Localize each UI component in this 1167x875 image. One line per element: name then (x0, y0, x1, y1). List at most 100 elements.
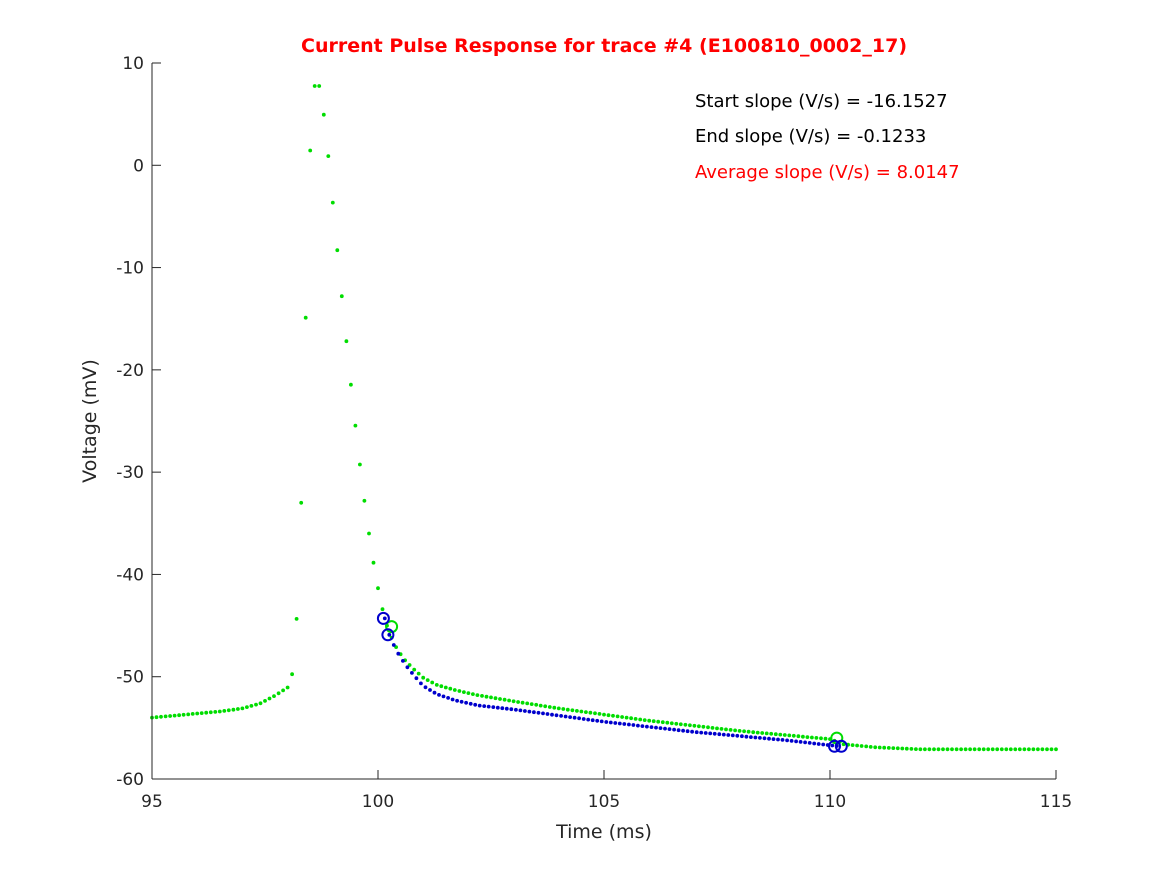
data-point (199, 711, 204, 715)
data-point (455, 698, 459, 703)
data-point (245, 705, 249, 709)
y-tick-label: 10 (122, 54, 144, 74)
plot-area: 95 100 105 110 115 -60 -50 -40 -30 -20 -10 0 10 (116, 54, 1072, 812)
data-point (841, 742, 846, 747)
data-point (240, 706, 245, 711)
data-point (590, 718, 595, 723)
data-point (877, 745, 882, 750)
data-point (753, 735, 758, 740)
data-point (317, 84, 322, 88)
data-point (181, 712, 186, 717)
data-point (1008, 747, 1013, 752)
data-point (163, 714, 168, 719)
end-slope-annotation: End slope (V/s) = -0.1233 (695, 126, 926, 147)
data-point (299, 500, 304, 505)
data-point (186, 712, 191, 717)
data-point (523, 709, 527, 713)
data-point (437, 693, 441, 697)
data-point (441, 694, 446, 699)
data-point (516, 700, 520, 704)
data-point (443, 685, 448, 690)
data-point (493, 696, 498, 701)
data-point (471, 692, 475, 696)
data-point (728, 728, 733, 732)
data-point (303, 315, 308, 320)
data-point (556, 706, 561, 711)
data-point (412, 667, 417, 672)
data-point (572, 715, 577, 720)
data-point (654, 725, 658, 730)
data-point (452, 688, 457, 692)
data-point (810, 735, 814, 740)
data-point (236, 707, 240, 711)
data-point (690, 729, 694, 734)
data-point (850, 743, 855, 747)
data-point (801, 734, 805, 739)
data-point (604, 720, 609, 724)
data-point (568, 715, 572, 719)
data-point (918, 747, 923, 752)
series-layer (150, 84, 1058, 753)
data-point (900, 746, 905, 751)
data-point (914, 747, 918, 751)
data-point (586, 717, 591, 722)
data-point (254, 702, 258, 707)
data-point (796, 734, 801, 739)
data-point (432, 690, 437, 695)
data-point (308, 148, 313, 153)
data-point (855, 743, 859, 748)
data-point (762, 736, 767, 741)
data-point (708, 731, 713, 736)
y-tick-label: -40 (116, 565, 144, 585)
data-point (794, 739, 798, 744)
data-point (730, 733, 735, 738)
data-point (1004, 747, 1009, 752)
data-point (1049, 747, 1054, 752)
data-point (959, 747, 963, 752)
data-point (749, 735, 753, 739)
data-point (563, 714, 568, 719)
data-point (339, 294, 344, 299)
data-point (599, 719, 604, 724)
data-point (387, 632, 392, 637)
data-point (335, 248, 340, 253)
data-point (213, 710, 218, 714)
start-slope-annotation: Start slope (V/s) = -16.1527 (695, 91, 948, 112)
data-point (990, 747, 995, 752)
data-point (683, 722, 688, 727)
y-tick-label: -50 (116, 668, 144, 688)
data-point (724, 727, 728, 732)
data-point (891, 746, 896, 750)
data-point (1031, 747, 1036, 752)
data-point (814, 736, 819, 740)
data-point (263, 699, 267, 703)
data-point (950, 747, 954, 752)
data-point (669, 721, 674, 726)
data-point (290, 672, 294, 677)
data-point (276, 691, 281, 696)
data-point (419, 681, 423, 686)
y-axis-label: Voltage (mV) (79, 359, 101, 483)
data-point (464, 700, 468, 705)
data-point (545, 712, 550, 716)
slope-annotations: Start slope (V/s) = -16.1527 End slope (… (695, 91, 960, 183)
data-point (1054, 747, 1058, 752)
data-point (692, 723, 697, 728)
data-point (491, 705, 496, 709)
data-point (681, 728, 685, 733)
data-point (425, 678, 430, 682)
data-point (543, 704, 548, 709)
data-point (371, 560, 376, 565)
data-point (672, 727, 676, 732)
data-point (642, 718, 647, 722)
data-point (771, 737, 776, 741)
data-point (620, 715, 624, 719)
data-point (367, 531, 371, 536)
data-point (538, 703, 543, 708)
data-point (423, 685, 428, 690)
data-point (758, 736, 762, 740)
data-point (986, 747, 991, 752)
data-point (1027, 747, 1031, 752)
data-point (391, 643, 396, 647)
data-point (737, 729, 742, 733)
